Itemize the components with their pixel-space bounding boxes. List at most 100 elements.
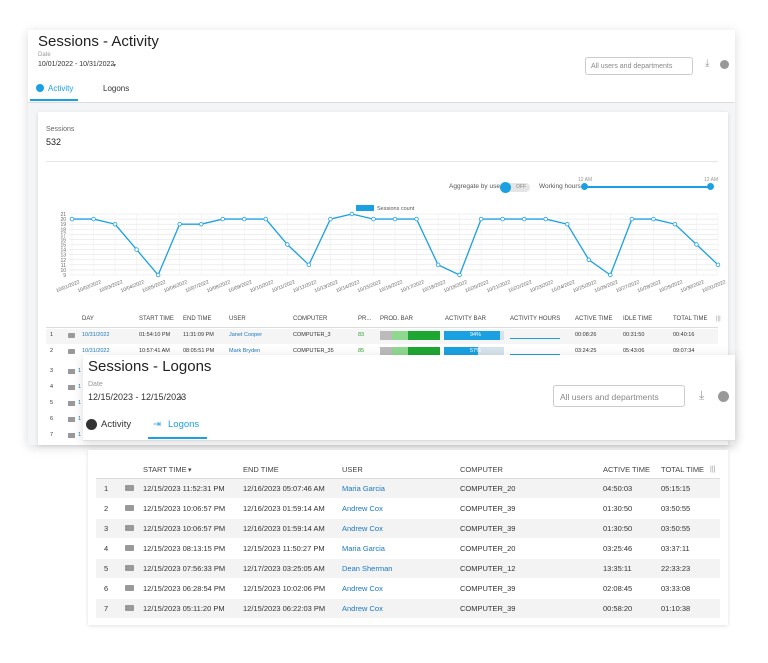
cell[interactable]: Mark Bryden: [229, 348, 261, 354]
column-header[interactable]: IDLE TIME: [623, 316, 653, 322]
download-icon: ⤓: [699, 388, 705, 402]
cell: COMPUTER_12: [460, 564, 516, 573]
activity-header: [28, 30, 735, 103]
cell: 05:15:15: [661, 484, 691, 493]
column-header[interactable]: USER: [229, 316, 246, 322]
data-point: [457, 272, 462, 278]
tab-logons[interactable]: Logons: [168, 419, 200, 430]
x-tick-label: 10/09/2022: [228, 279, 254, 294]
tab-logons[interactable]: Logons: [103, 84, 130, 93]
activity-sparkline: [510, 350, 560, 355]
column-header[interactable]: PROD. BAR: [380, 316, 414, 322]
camera-icon[interactable]: [68, 385, 75, 390]
cell[interactable]: 10/31/2022: [82, 332, 110, 338]
camera-icon[interactable]: [68, 401, 75, 406]
column-header[interactable]: START TIME: [143, 465, 187, 474]
x-tick-label: 10/31/2022: [701, 279, 727, 294]
tab-activity[interactable]: Activity: [101, 419, 132, 430]
column-header[interactable]: ACTIVE TIME: [575, 316, 613, 322]
camera-icon[interactable]: [125, 485, 134, 491]
camera-icon[interactable]: [125, 565, 134, 571]
column-header[interactable]: USER: [342, 465, 363, 474]
camera-icon[interactable]: [68, 349, 75, 354]
cell: COMPUTER_20: [460, 484, 516, 493]
camera-icon[interactable]: [125, 545, 134, 551]
filter-dropdown[interactable]: All users and departments: [585, 57, 693, 75]
tab-activity[interactable]: Activity: [48, 84, 74, 93]
camera-icon[interactable]: [68, 417, 75, 422]
y-tick-label: 16: [60, 237, 66, 243]
cell[interactable]: Andrew Cox: [342, 504, 383, 513]
date-label: Date: [38, 52, 51, 58]
data-point: [543, 216, 548, 222]
date-range[interactable]: 10/01/2022 - 10/31/2022: [38, 61, 115, 68]
cell: 00:58:20: [603, 604, 633, 613]
slider-label: 12 AM: [704, 177, 719, 183]
row-background: [96, 539, 720, 558]
cell[interactable]: Maria Garcia: [342, 484, 385, 493]
camera-icon[interactable]: [68, 333, 75, 338]
row-background: [96, 499, 720, 518]
data-point: [651, 216, 656, 222]
data-point: [500, 216, 505, 222]
x-tick-label: 10/15/2022: [357, 279, 383, 294]
cell[interactable]: Janet Cooper: [229, 332, 263, 338]
camera-icon[interactable]: [68, 433, 75, 438]
slider-knob[interactable]: [707, 183, 714, 190]
cell: 01:30:50: [603, 524, 633, 533]
cell[interactable]: 10/31/2022: [82, 348, 110, 354]
row-number: 5: [104, 564, 109, 573]
data-point: [155, 272, 161, 278]
row-number: 6: [50, 416, 54, 422]
data-point: [306, 262, 312, 268]
camera-icon[interactable]: [125, 525, 134, 531]
x-tick-label: 10/08/2022: [206, 279, 232, 294]
filter-dropdown[interactable]: All users and departments: [553, 385, 685, 407]
column-header[interactable]: START TIME: [139, 316, 174, 322]
legend-label: Sessions count: [377, 206, 415, 212]
cell: COMPUTER_20: [460, 544, 516, 553]
column-header[interactable]: PR...: [358, 316, 372, 322]
camera-icon[interactable]: [125, 585, 134, 591]
cell: 12/15/2023 10:06:57 PM: [143, 504, 226, 513]
column-header[interactable]: END TIME: [183, 316, 212, 322]
data-point: [263, 216, 268, 222]
cell[interactable]: Andrew Cox: [342, 524, 383, 533]
column-header[interactable]: TOTAL TIME: [673, 316, 708, 322]
row-background: [96, 599, 720, 618]
date-range[interactable]: 12/15/2023 - 12/15/2023: [88, 392, 187, 402]
y-tick-label: 20: [60, 217, 66, 223]
cell: 00:08:26: [575, 332, 597, 338]
activity-bar-label: 94%: [470, 332, 482, 338]
cell[interactable]: Maria Garcia: [342, 544, 385, 553]
camera-icon[interactable]: [68, 369, 75, 374]
column-header[interactable]: END TIME: [243, 465, 279, 474]
data-point: [694, 242, 699, 247]
slider-knob[interactable]: [581, 183, 588, 190]
column-header[interactable]: ACTIVITY HOURS: [510, 316, 561, 322]
toggle[interactable]: [500, 183, 530, 192]
column-header[interactable]: TOTAL TIME: [661, 465, 705, 474]
cell[interactable]: Dean Sherman: [342, 564, 393, 573]
sessions-count: 532: [46, 137, 62, 147]
working-hours-label: Working hours: [539, 183, 581, 190]
camera-icon[interactable]: [125, 505, 134, 511]
data-point: [522, 216, 527, 222]
cell: 12/16/2023 05:07:46 AM: [243, 484, 325, 493]
row-background: [96, 559, 720, 578]
column-header[interactable]: ACTIVE TIME: [603, 465, 650, 474]
column-header[interactable]: ACTIVITY BAR: [445, 316, 486, 322]
column-header[interactable]: COMPUTER: [460, 465, 503, 474]
cell[interactable]: Andrew Cox: [342, 584, 383, 593]
column-header[interactable]: COMPUTER: [293, 316, 328, 322]
cell[interactable]: Andrew Cox: [342, 604, 383, 613]
tab-icon: [86, 419, 97, 430]
help-icon: [718, 391, 729, 402]
toggle-knob[interactable]: [500, 182, 511, 193]
data-point: [392, 216, 398, 222]
column-header[interactable]: DAY: [82, 316, 94, 322]
cell: 12/17/2023 03:25:05 AM: [243, 564, 325, 573]
camera-icon[interactable]: [125, 605, 134, 611]
cell: 10:57:41 AM: [139, 348, 170, 354]
